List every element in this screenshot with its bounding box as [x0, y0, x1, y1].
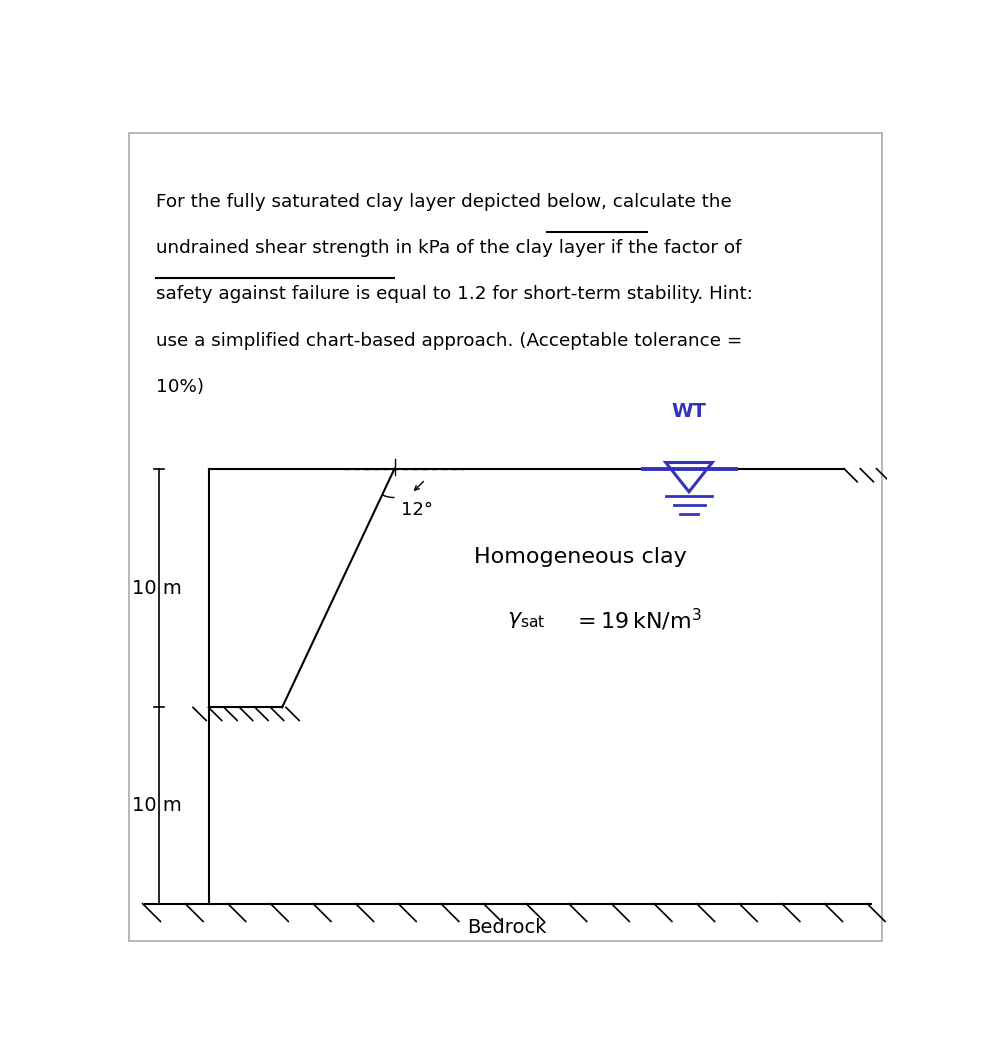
Text: 10 m: 10 m [132, 578, 181, 597]
Text: For the fully saturated clay layer depicted below, calculate the: For the fully saturated clay layer depic… [156, 193, 732, 212]
Text: $\gamma_{\rm sat}$: $\gamma_{\rm sat}$ [507, 610, 545, 630]
Text: use a simplified chart-based approach. (Acceptable tolerance =: use a simplified chart-based approach. (… [156, 332, 742, 350]
Text: Homogeneous clay: Homogeneous clay [474, 547, 687, 568]
Text: Bedrock: Bedrock [467, 917, 546, 937]
Text: 10 m: 10 m [132, 796, 181, 815]
Text: $= 19\,{\rm kN/m}^3$: $= 19\,{\rm kN/m}^3$ [573, 607, 701, 634]
Text: WT: WT [671, 402, 706, 421]
Text: 10%): 10%) [156, 377, 204, 395]
Text: safety against failure is equal to 1.2 for short-term stability. Hint:: safety against failure is equal to 1.2 f… [156, 285, 752, 303]
Text: 12°: 12° [400, 501, 433, 519]
Text: undrained shear strength in kPa of the clay layer if the factor of: undrained shear strength in kPa of the c… [156, 239, 741, 257]
